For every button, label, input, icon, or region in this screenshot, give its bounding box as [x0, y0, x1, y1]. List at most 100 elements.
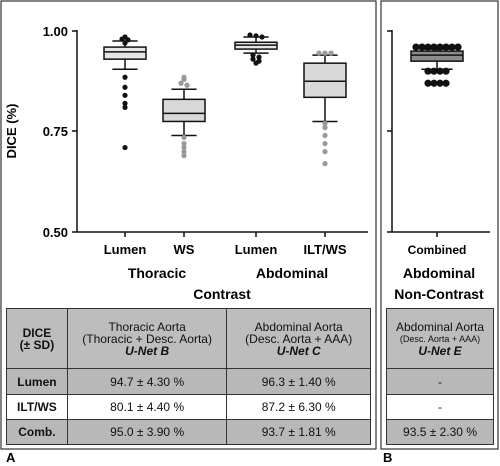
- panel-b-axes: Combined Abdominal Non-Contrast: [387, 30, 490, 302]
- outlier-point: [418, 43, 426, 51]
- outlier-point: [322, 120, 328, 127]
- outlier-point: [253, 33, 259, 39]
- outlier-point: [256, 54, 262, 60]
- row-label: ILT/WS: [6, 393, 68, 420]
- outlier-point: [181, 74, 187, 80]
- table-header-abdominal: Abdominal Aorta (Desc. Aorta + AAA) U-Ne…: [386, 307, 494, 370]
- x-tick-label: WS: [174, 242, 195, 257]
- box: [103, 46, 147, 60]
- outlier-point: [322, 132, 328, 139]
- table-row: Lumen 94.7 ± 4.30 % 96.3 ± 1.40 %: [6, 368, 371, 395]
- x-axis-label-contrast: Contrast: [193, 286, 251, 302]
- outlier-point: [448, 43, 456, 51]
- outlier-point: [181, 144, 187, 151]
- table-header-thoracic: Thoracic Aorta (Thoracic + Desc. Aorta) …: [66, 307, 228, 370]
- results-table-contrast: DICE (± SD) Thoracic Aorta (Thoracic + D…: [6, 307, 371, 446]
- col-model: U-Net C: [276, 343, 321, 358]
- table-row: ILT/WS 80.1 ± 4.40 % 87.2 ± 6.30 %: [6, 393, 371, 420]
- panel-a-frame: [0, 0, 377, 450]
- cell-value: 96.3 ± 1.40 %: [226, 368, 371, 395]
- box: [410, 50, 464, 62]
- cell-value: 93.7 ± 1.81 %: [226, 418, 371, 446]
- cell-value: 93.5 ± 2.30 %: [386, 418, 494, 446]
- col-title: Abdominal Aorta: [254, 319, 343, 334]
- box: [162, 98, 206, 123]
- col-subtitle: (Desc. Aorta + AAA): [399, 333, 481, 344]
- outlier-point: [328, 50, 334, 56]
- cell-value: 87.2 ± 6.30 %: [226, 393, 371, 420]
- panel-a-axes: 1.00 0.75 0.50 DICE (%) Lumen WS Lumen I…: [4, 24, 368, 302]
- outlier-point: [253, 60, 259, 66]
- outlier-point: [316, 50, 322, 56]
- outlier-point: [181, 153, 187, 159]
- outlier-point: [442, 79, 450, 87]
- outlier-point: [250, 56, 256, 62]
- y-tick-label: 0.50: [43, 225, 68, 240]
- panel-letter-b: B: [383, 450, 392, 465]
- group-label-thoracic: Thoracic: [128, 265, 187, 281]
- col-model: U-Net B: [125, 343, 170, 358]
- outlier-point: [430, 43, 438, 51]
- outlier-point: [122, 40, 128, 46]
- table-header-abdominal: Abdominal Aorta (Desc. Aorta + AAA) U-Ne…: [226, 307, 371, 370]
- box: [303, 62, 347, 99]
- panel-b-frame: [380, 0, 499, 450]
- col-model: U-Net E: [418, 343, 462, 358]
- cell-value: -: [386, 368, 494, 395]
- outlier-point: [430, 67, 438, 75]
- x-tick-label: Lumen: [104, 242, 147, 257]
- outlier-point: [424, 67, 432, 75]
- group-label-abdominal: Abdominal: [256, 265, 328, 281]
- outlier-point: [178, 80, 184, 86]
- cell-value: 95.0 ± 3.90 %: [66, 418, 228, 446]
- outlier-point: [436, 79, 444, 87]
- x-tick-label: Lumen: [235, 242, 278, 257]
- outlier-point: [430, 79, 438, 87]
- outlier-point: [122, 104, 128, 110]
- col-subtitle: (Thoracic + Desc. Aorta): [82, 331, 212, 346]
- outlier-point: [122, 84, 128, 90]
- x-axis-label-line2: Non-Contrast: [394, 286, 484, 302]
- outlier-point: [184, 82, 190, 88]
- outlier-point: [122, 144, 128, 151]
- cell-value: -: [386, 393, 494, 420]
- outlier-point: [436, 67, 444, 75]
- table-header-dice: DICE (± SD): [6, 307, 68, 370]
- outlier-point: [181, 140, 187, 147]
- outlier-point: [322, 149, 328, 155]
- col-subtitle: (Desc. Aorta + AAA): [245, 331, 353, 346]
- outlier-point: [122, 74, 128, 80]
- outlier-point: [436, 43, 444, 51]
- panel-letter-a: A: [6, 450, 16, 465]
- row-label: Comb.: [6, 418, 68, 446]
- outlier-point: [322, 50, 328, 56]
- table-row: -: [386, 393, 494, 420]
- outlier-point: [250, 52, 256, 58]
- table-row: -: [386, 368, 494, 395]
- outlier-point: [442, 43, 450, 51]
- x-tick-label: Combined: [408, 243, 467, 257]
- header-label-line1: DICE: [22, 325, 52, 340]
- outlier-point: [412, 43, 420, 51]
- outlier-point: [259, 34, 265, 40]
- box-plots: [103, 32, 464, 167]
- y-tick-label: 1.00: [43, 24, 68, 39]
- outlier-point: [322, 161, 328, 167]
- outlier-point: [454, 43, 462, 51]
- x-tick-label: ILT/WS: [303, 242, 346, 257]
- results-table-non-contrast: Abdominal Aorta (Desc. Aorta + AAA) U-Ne…: [386, 307, 494, 446]
- cell-value: 94.7 ± 4.30 %: [66, 368, 228, 395]
- outlier-point: [122, 100, 128, 106]
- outlier-point: [181, 149, 187, 155]
- outlier-point: [424, 43, 432, 51]
- cell-value: 80.1 ± 4.40 %: [66, 393, 228, 420]
- y-axis-label: DICE (%): [4, 104, 19, 159]
- col-title: Abdominal Aorta: [395, 319, 485, 334]
- outlier-point: [122, 92, 128, 98]
- col-title: Thoracic Aorta: [108, 319, 186, 334]
- x-axis-label-line1: Abdominal: [403, 265, 475, 281]
- outlier-point: [247, 32, 253, 38]
- outlier-point: [322, 140, 328, 147]
- outlier-point: [181, 134, 187, 141]
